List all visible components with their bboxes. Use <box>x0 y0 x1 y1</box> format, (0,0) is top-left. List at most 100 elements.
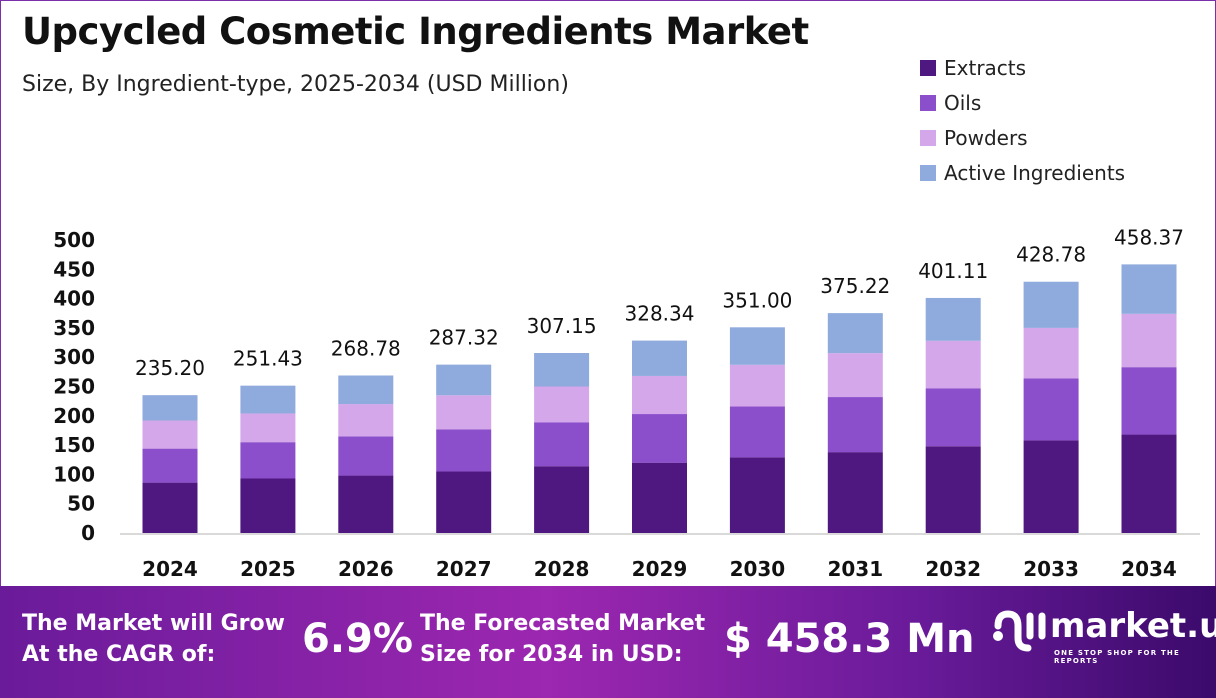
bar-segment-active-ingredients <box>240 385 296 414</box>
total-label: 251.43 <box>233 347 303 371</box>
total-label: 351.00 <box>722 288 792 312</box>
bar-segment-powders <box>436 395 492 430</box>
y-tick-label: 400 <box>53 287 95 311</box>
total-label: 287.32 <box>429 326 499 350</box>
bar-segment-extracts <box>925 446 981 533</box>
legend-item-active-ingredients: Active Ingredients <box>920 155 1125 190</box>
x-tick-label: 2034 <box>1121 557 1177 581</box>
bar-segment-oils <box>729 406 785 458</box>
forecast-value: $ 458.3 Mn <box>724 616 975 662</box>
bar-segment-powders <box>827 353 883 398</box>
bar-segment-extracts <box>632 462 687 533</box>
bar-segment-active-ingredients <box>436 364 492 396</box>
cagr-value: 6.9% <box>302 616 413 662</box>
x-tick-label: 2026 <box>338 557 394 581</box>
legend-item-powders: Powders <box>920 120 1125 155</box>
bar-segment-active-ingredients <box>729 327 785 365</box>
bar-segment-powders <box>240 413 296 443</box>
y-tick-label: 200 <box>53 404 95 428</box>
y-tick-label: 350 <box>53 316 95 340</box>
legend-label: Oils <box>944 90 982 115</box>
total-label: 401.11 <box>918 259 988 283</box>
legend-swatch <box>920 164 936 181</box>
bar-segment-powders <box>1023 327 1079 379</box>
bar-segment-oils <box>534 422 590 467</box>
y-tick-label: 50 <box>67 492 95 516</box>
bar-segment-oils <box>827 397 883 453</box>
bar-segment-powders <box>632 375 687 415</box>
bar-segment-oils <box>925 388 981 447</box>
logo-tagline: ONE STOP SHOP FOR THE REPORTS <box>1054 649 1180 665</box>
x-tick-label: 2030 <box>730 557 786 581</box>
legend-swatch <box>920 129 936 146</box>
bar-segment-active-ingredients <box>142 395 198 421</box>
chart-title: Upcycled Cosmetic Ingredients Market <box>22 10 809 53</box>
bar-segment-oils <box>338 436 394 476</box>
x-tick-label: 2031 <box>827 557 883 581</box>
bar-segment-extracts <box>1023 440 1079 533</box>
bar-segment-powders <box>729 364 785 407</box>
cagr-label-line: The Market will Grow <box>22 611 285 636</box>
total-label: 235.20 <box>135 356 205 380</box>
bar-segment-extracts <box>729 457 785 533</box>
bar-segment-active-ingredients <box>827 313 883 354</box>
bar-segment-extracts <box>436 471 492 533</box>
legend-label: Active Ingredients <box>944 160 1126 185</box>
bar-chart: 0 50 100 150 200 250 300 350 400 450 500 235.20 2024… <box>53 225 1200 581</box>
total-label: 458.37 <box>1114 225 1184 249</box>
x-tick-label: 2029 <box>632 557 688 581</box>
bar-segment-active-ingredients <box>1023 281 1079 328</box>
y-tick-label: 450 <box>53 257 95 281</box>
total-label: 328.34 <box>625 302 695 326</box>
legend-swatch <box>920 59 936 76</box>
x-tick-label: 2028 <box>534 557 590 581</box>
x-tick-label: 2033 <box>1023 557 1079 581</box>
bar-segment-oils <box>436 429 492 472</box>
bar-segment-active-ingredients <box>534 353 590 387</box>
bar-segment-active-ingredients <box>1121 264 1177 314</box>
total-label: 268.78 <box>331 336 401 360</box>
legend-item-extracts: Extracts <box>920 50 1125 85</box>
logo-name: market.us <box>1050 606 1216 646</box>
x-tick-label: 2025 <box>240 557 296 581</box>
legend-label: Powders <box>944 125 1028 150</box>
bar-segment-active-ingredients <box>925 297 981 341</box>
summary-banner: The Market will Grow At the CAGR of: 6.9%… <box>0 586 1216 698</box>
forecast-label: The Forecasted Market Size for 2034 in US… <box>420 608 705 670</box>
legend-label: Extracts <box>944 55 1027 80</box>
legend-item-oils: Oils <box>920 85 1125 120</box>
bar-segment-oils <box>142 448 198 483</box>
bar-segment-oils <box>1023 378 1079 441</box>
bar-segment-extracts <box>240 478 296 533</box>
y-tick-label: 300 <box>53 345 95 369</box>
bar-segment-powders <box>1121 313 1177 368</box>
y-tick-label: 250 <box>53 375 95 399</box>
bar-segment-oils <box>632 414 687 463</box>
cagr-label-line: At the CAGR of: <box>22 642 216 667</box>
bar-segment-oils <box>1121 367 1177 435</box>
total-label: 375.22 <box>820 274 890 298</box>
bar-segment-active-ingredients <box>632 340 687 376</box>
bar-segment-oils <box>240 442 296 479</box>
x-tick-label: 2027 <box>436 557 492 581</box>
bar-segment-powders <box>142 420 198 449</box>
bar-segment-extracts <box>338 475 394 533</box>
total-label: 307.15 <box>527 314 597 338</box>
bar-segment-powders <box>534 386 590 423</box>
bar-segment-powders <box>925 340 981 389</box>
legend-swatch <box>920 94 936 111</box>
bar-segment-active-ingredients <box>338 375 394 405</box>
y-tick-label: 100 <box>53 462 95 486</box>
x-tick-label: 2032 <box>925 557 981 581</box>
bar-segment-powders <box>338 404 394 437</box>
y-tick-label: 500 <box>53 228 95 252</box>
market-us-logo-icon <box>993 610 1046 652</box>
bar-segment-extracts <box>827 452 883 533</box>
y-tick-label: 0 <box>81 521 95 545</box>
chart-subtitle: Size, By Ingredient-type, 2025-2034 (USD… <box>22 72 569 97</box>
legend: Extracts Oils Powders Active Ingredients <box>920 50 1125 190</box>
forecast-label-line: Size for 2034 in USD: <box>420 642 683 667</box>
y-tick-label: 150 <box>53 433 95 457</box>
total-label: 428.78 <box>1016 243 1086 267</box>
forecast-label-line: The Forecasted Market <box>420 611 706 636</box>
